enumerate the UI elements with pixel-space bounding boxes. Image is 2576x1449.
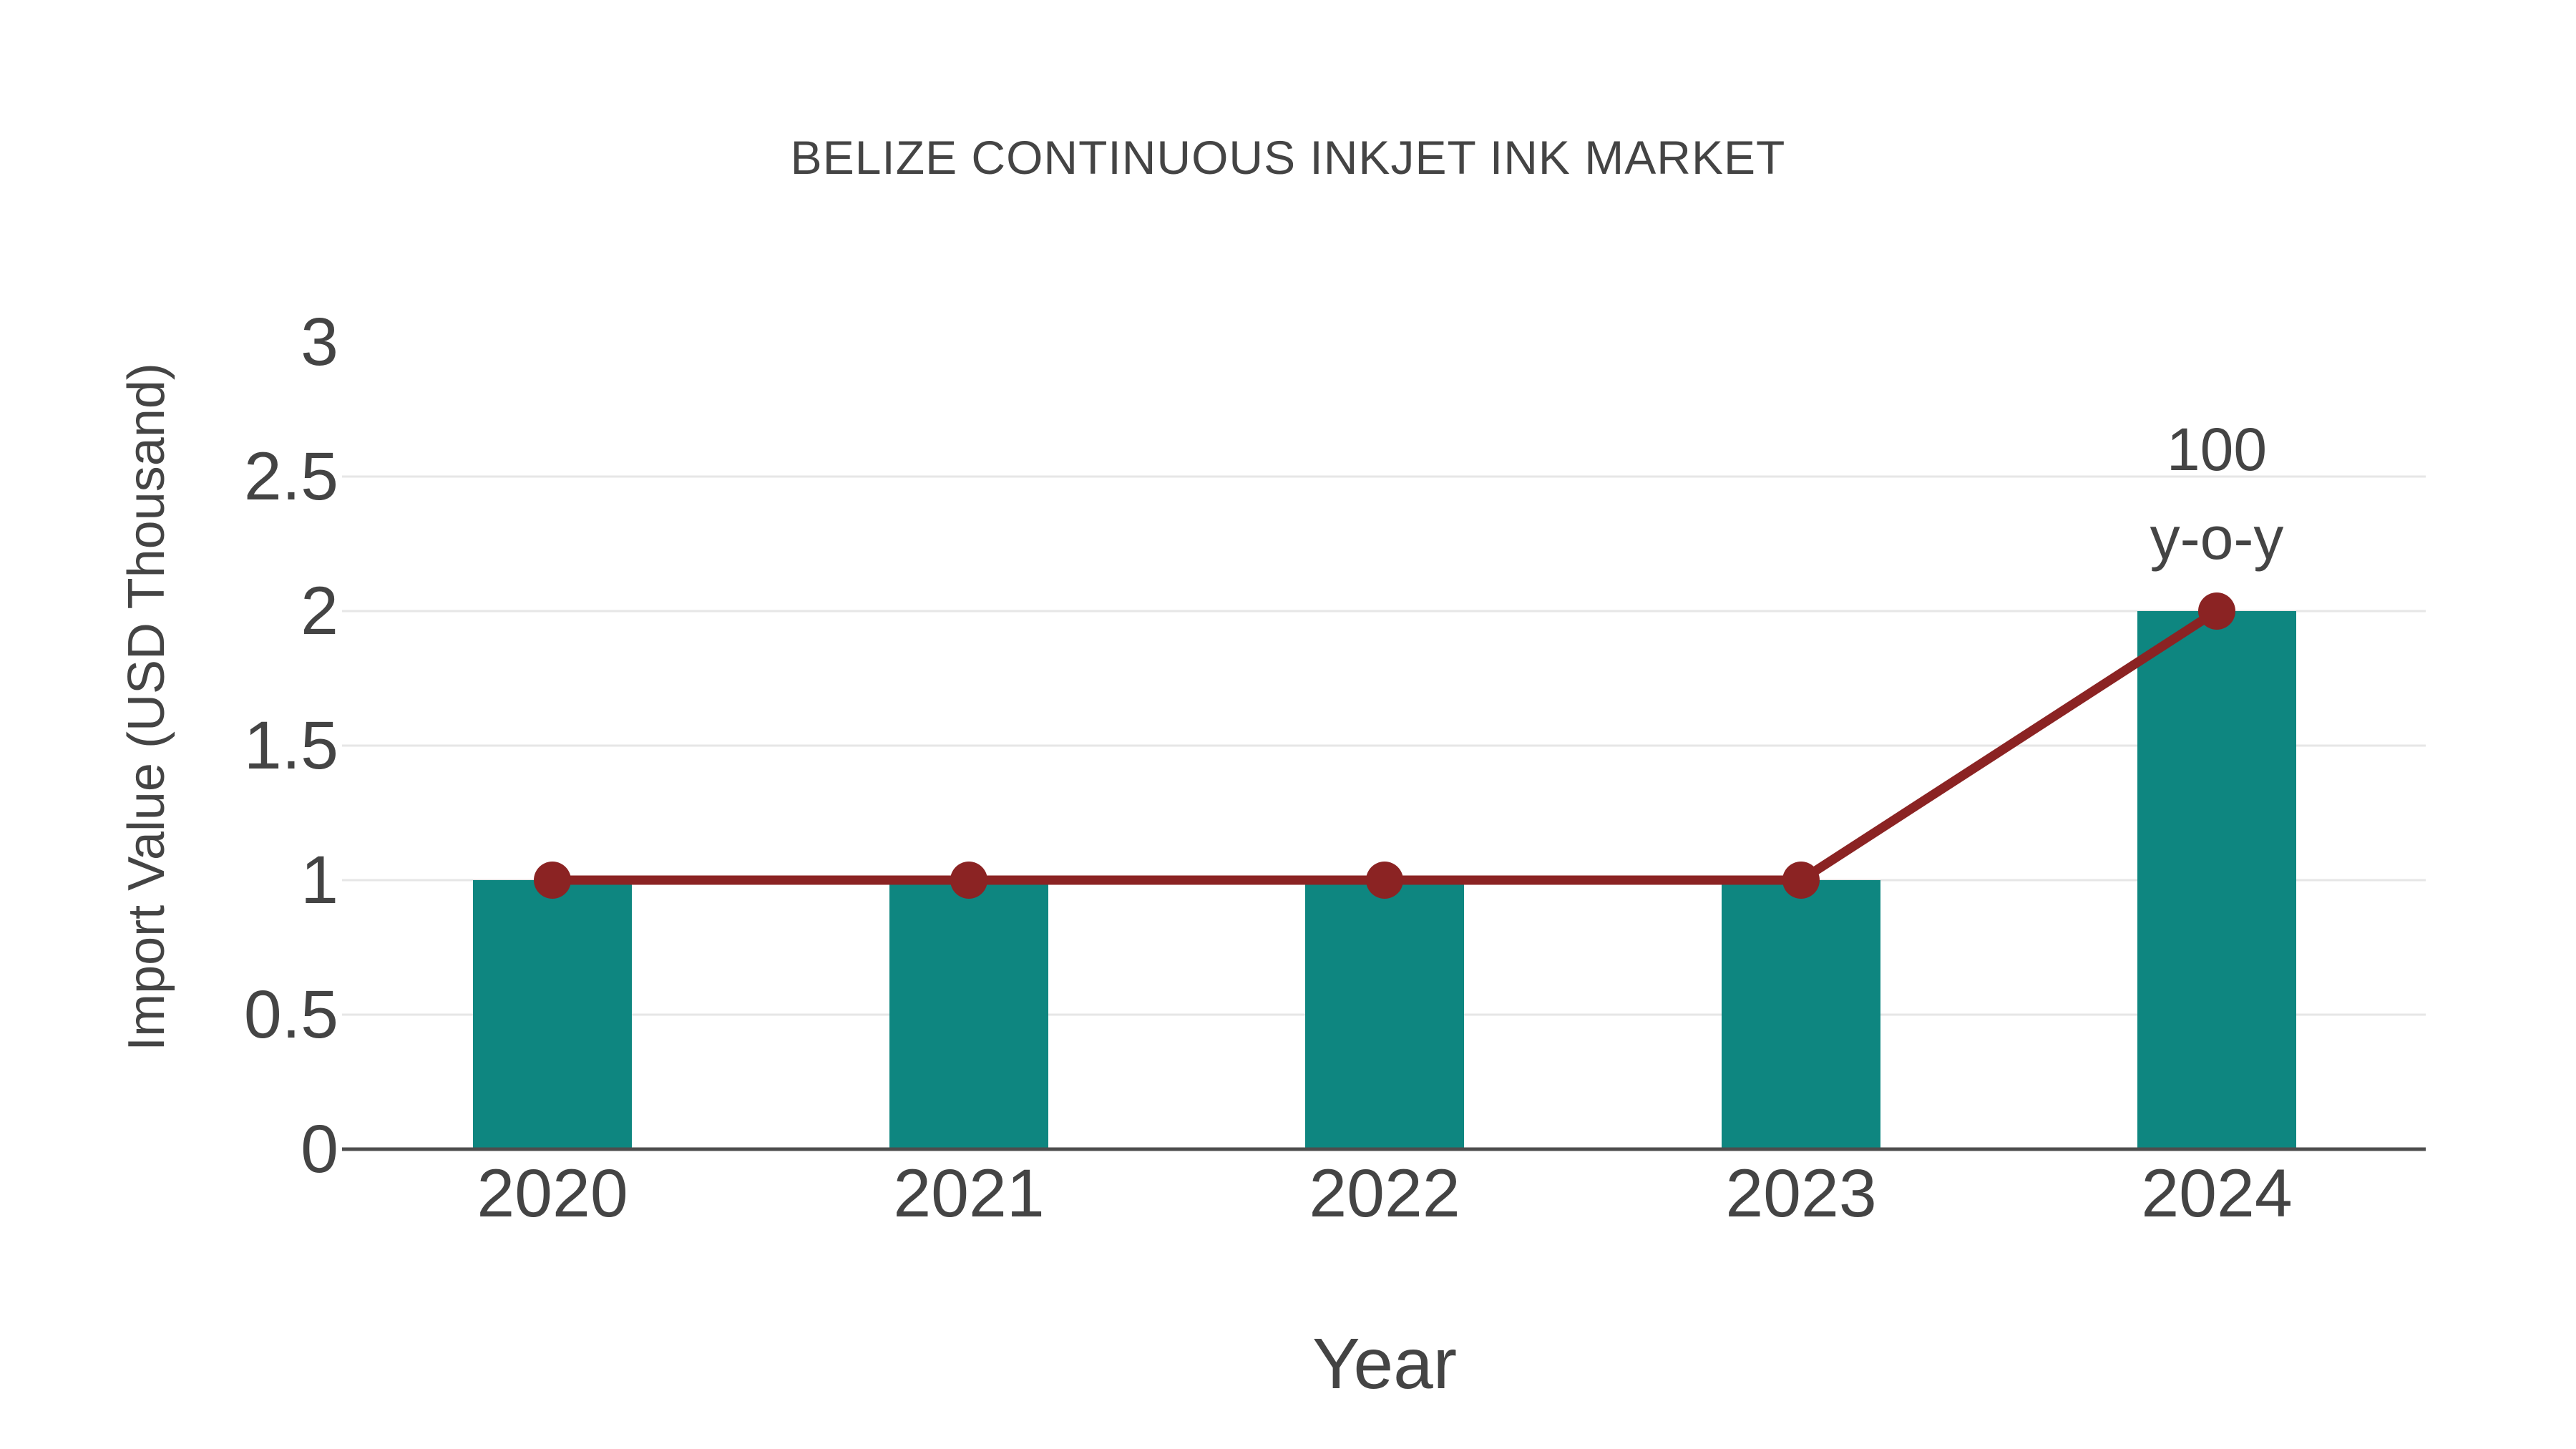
trend-marker-2024 — [2198, 592, 2235, 630]
trend-marker-2022 — [1366, 862, 1403, 899]
trend-marker-2020 — [534, 862, 571, 899]
y-tick-label-2: 2 — [301, 573, 338, 649]
y-axis-title: Import Value (USD Thousand) — [118, 363, 175, 1051]
trend-marker-2021 — [950, 862, 987, 899]
y-tick-label-0.5: 0.5 — [243, 977, 338, 1053]
chart-title: BELIZE CONTINUOUS INKJET INK MARKET — [790, 131, 1786, 184]
x-tick-label-2023: 2023 — [1725, 1156, 1877, 1231]
y-tick-label-1: 1 — [301, 842, 338, 918]
x-tick-label-2020: 2020 — [477, 1156, 628, 1231]
y-tick-label-3: 3 — [301, 304, 338, 380]
bar-2022 — [1305, 880, 1464, 1151]
x-axis-title: Year — [1312, 1324, 1458, 1404]
bar-2023 — [1722, 880, 1880, 1151]
annotation-value: 100 — [2166, 416, 2268, 483]
bar-2021 — [889, 880, 1048, 1151]
x-tick-label-2024: 2024 — [2141, 1156, 2293, 1231]
yoy-annotation: 100 y-o-y — [2074, 405, 2360, 582]
y-tick-label-0: 0 — [301, 1111, 338, 1187]
bar-2024 — [2137, 611, 2296, 1151]
y-tick-label-1.5: 1.5 — [243, 708, 338, 784]
x-tick-label-2022: 2022 — [1309, 1156, 1460, 1231]
y-tick-label-2.5: 2.5 — [243, 439, 338, 514]
trend-marker-2023 — [1782, 862, 1820, 899]
x-tick-label-2021: 2021 — [893, 1156, 1045, 1231]
bar-2020 — [473, 880, 632, 1151]
annotation-label: y-o-y — [2150, 504, 2284, 572]
